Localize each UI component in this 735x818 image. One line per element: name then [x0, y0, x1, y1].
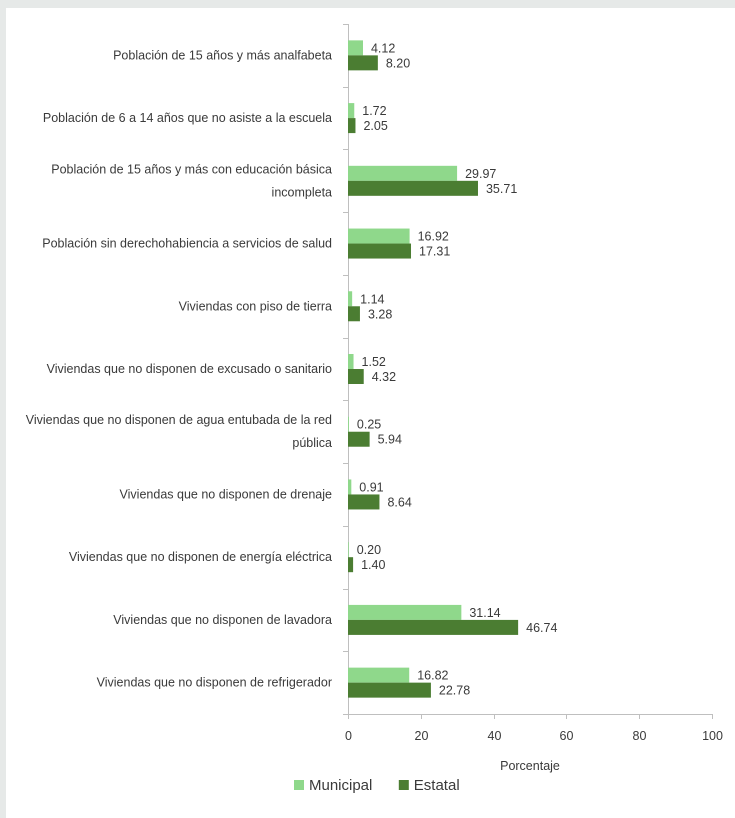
- x-tick-label: 40: [488, 729, 502, 743]
- bar-estatal: [348, 180, 478, 196]
- value-label-municipal: 29.97: [465, 167, 496, 181]
- x-tick-label: 100: [702, 729, 723, 743]
- bar-municipal: [348, 354, 354, 369]
- bar-estatal: [348, 619, 519, 635]
- bar-municipal: [348, 103, 355, 119]
- bar-municipal: [348, 291, 353, 307]
- value-label-estatal: 22.78: [439, 684, 470, 698]
- bar-estatal: [348, 306, 360, 322]
- value-label-municipal: 0.25: [357, 418, 381, 432]
- value-label-municipal: 1.14: [360, 292, 384, 306]
- category-label: Población de 15 años y más con educación…: [51, 162, 332, 199]
- value-label-municipal: 16.82: [417, 669, 448, 683]
- x-tick-label: 60: [560, 729, 574, 743]
- bar-estatal: [348, 557, 354, 573]
- bar-municipal: [348, 165, 458, 181]
- bar-estatal: [348, 118, 356, 134]
- bars-group: [348, 40, 519, 698]
- value-label-estatal: 8.64: [387, 495, 411, 509]
- legend-swatch-estatal: [398, 780, 409, 790]
- category-label: Viviendas que no disponen de drenaje: [120, 487, 332, 501]
- legend-label-estatal: Estatal: [414, 777, 460, 794]
- category-label: Viviendas que no disponen de energía elé…: [69, 550, 332, 564]
- legend: Municipal Estatal: [294, 777, 460, 794]
- category-label: Viviendas con piso de tierra: [179, 299, 332, 313]
- category-labels-group: Población de 15 años y más analfabeta Pob…: [26, 48, 332, 689]
- x-axis-title: Porcentaje: [500, 759, 560, 773]
- value-label-municipal: 16.92: [418, 230, 449, 244]
- value-label-estatal: 1.40: [361, 558, 385, 572]
- chart-svg: Población de 15 años y más analfabeta Pob…: [26, 24, 723, 794]
- value-label-estatal: 35.71: [486, 182, 517, 196]
- legend-label-municipal: Municipal: [309, 777, 372, 794]
- value-label-municipal: 0.20: [357, 543, 381, 557]
- category-label: Población sin derechohabiencia a servici…: [42, 237, 332, 251]
- category-label: Viviendas que no disponen de refrigerado…: [97, 676, 332, 690]
- x-tick-label: 80: [633, 729, 647, 743]
- category-label: Población de 15 años y más analfabeta: [113, 48, 332, 62]
- bar-estatal: [348, 55, 378, 71]
- value-label-estatal: 2.05: [363, 119, 387, 133]
- value-label-estatal: 17.31: [419, 245, 450, 259]
- bar-municipal: [348, 40, 363, 56]
- value-label-estatal: 8.20: [386, 56, 410, 70]
- bar-municipal: [348, 542, 349, 558]
- value-label-estatal: 5.94: [378, 433, 402, 447]
- value-label-estatal: 4.32: [372, 370, 396, 384]
- bar-municipal: [348, 416, 349, 432]
- value-label-estatal: 46.74: [526, 621, 557, 635]
- category-label: Población de 6 a 14 años que no asiste a…: [43, 111, 332, 125]
- x-tick-label: 0: [345, 729, 352, 743]
- bar-municipal: [348, 228, 410, 244]
- bar-municipal: [348, 479, 352, 495]
- value-label-municipal: 0.91: [359, 480, 383, 494]
- x-tick-label: 20: [415, 729, 429, 743]
- bar-municipal: [348, 667, 410, 683]
- bar-estatal: [348, 494, 380, 510]
- value-label-municipal: 4.12: [371, 41, 395, 55]
- value-label-municipal: 31.14: [469, 606, 500, 620]
- value-label-municipal: 1.52: [362, 355, 386, 369]
- category-label: Viviendas que no disponen de excusado o …: [47, 362, 332, 376]
- value-label-municipal: 1.72: [362, 104, 386, 118]
- value-label-estatal: 3.28: [368, 307, 392, 321]
- category-label: Viviendas que no disponen de lavadora: [113, 613, 332, 627]
- chart-panel: Población de 15 años y más analfabeta Pob…: [6, 8, 735, 818]
- bar-estatal: [348, 431, 370, 447]
- tick-labels-group: 0 20 40 60 80 100: [345, 729, 723, 743]
- legend-swatch-municipal: [294, 780, 304, 790]
- bar-estatal: [348, 369, 364, 384]
- bar-municipal: [348, 604, 462, 620]
- bar-estatal: [348, 682, 431, 698]
- bar-estatal: [348, 243, 412, 259]
- category-label: Viviendas que no disponen de agua entuba…: [26, 413, 332, 450]
